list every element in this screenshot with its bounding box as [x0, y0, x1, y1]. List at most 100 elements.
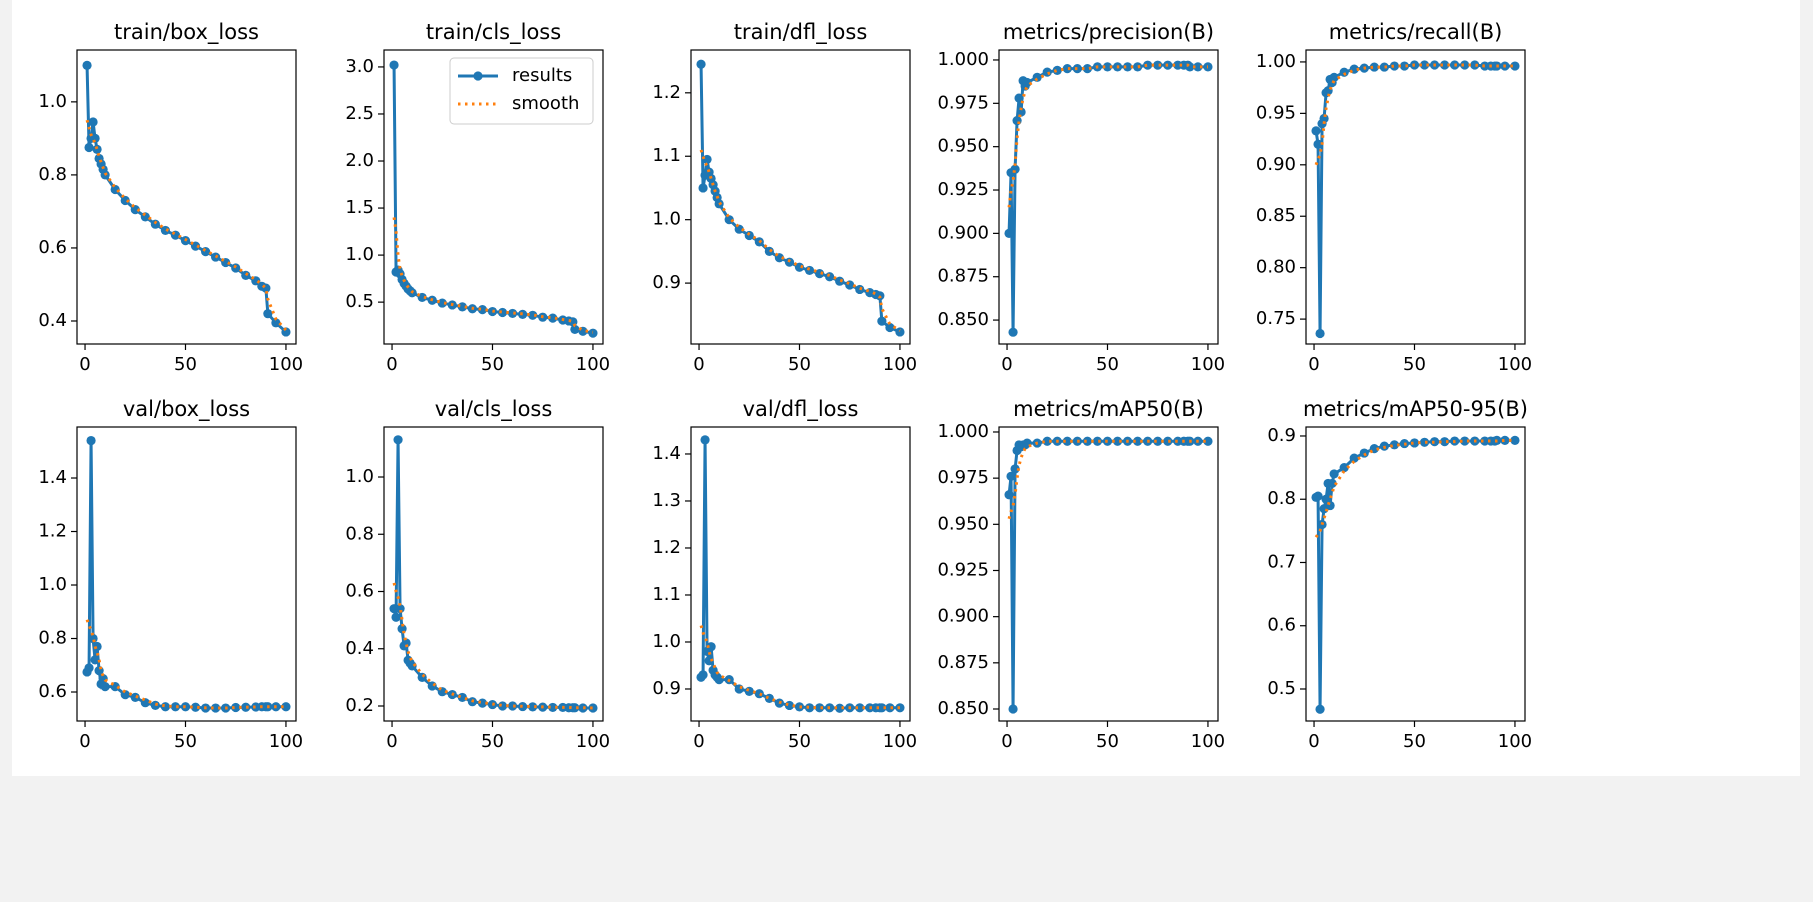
- x-tick-label: 50: [1403, 731, 1426, 752]
- point: [130, 692, 140, 702]
- point: [401, 638, 411, 648]
- axes-frame: [998, 426, 1219, 722]
- point: [82, 60, 92, 70]
- point: [1510, 61, 1520, 71]
- y-tick-label: 0.8: [345, 523, 374, 544]
- point: [120, 690, 130, 700]
- point: [231, 702, 241, 713]
- y-tick-label: 0.900: [937, 606, 989, 627]
- point: [281, 702, 291, 712]
- y-tick-label: 0.5: [345, 291, 374, 312]
- point: [1010, 464, 1020, 474]
- smooth-line: [1007, 63, 1208, 208]
- point: [1153, 436, 1163, 446]
- y-tick-label: 0.80: [1256, 257, 1296, 278]
- point: [1006, 471, 1016, 481]
- point: [1329, 469, 1339, 479]
- point: [497, 307, 508, 318]
- point: [548, 702, 558, 713]
- y-tick-label: 0.95: [1256, 102, 1296, 123]
- point: [877, 316, 887, 326]
- point: [570, 703, 580, 713]
- legend-label: results: [512, 65, 572, 86]
- point: [1327, 478, 1337, 489]
- canvas: [12, 0, 1800, 776]
- point: [1315, 328, 1325, 339]
- point: [427, 681, 437, 691]
- point: [744, 230, 754, 241]
- point: [241, 702, 251, 712]
- point: [1042, 436, 1052, 446]
- y-tick-label: 0.75: [1256, 308, 1296, 329]
- point: [1313, 491, 1323, 501]
- point: [814, 268, 825, 279]
- chart-title: metrics/recall(B): [1329, 20, 1503, 44]
- point: [885, 322, 895, 333]
- x-tick-label: 0: [386, 354, 397, 375]
- point: [696, 59, 706, 69]
- point: [395, 604, 405, 614]
- y-tick-label: 3.0: [345, 56, 374, 77]
- y-tick-label: 1.0: [345, 466, 374, 487]
- point: [1315, 704, 1325, 714]
- point: [170, 230, 181, 240]
- smooth-line: [699, 149, 901, 332]
- point: [211, 703, 221, 713]
- point: [389, 60, 399, 70]
- x-tick-label: 50: [788, 731, 811, 752]
- point: [855, 703, 865, 713]
- point: [1082, 436, 1093, 446]
- axes-frame: [76, 49, 297, 345]
- y-tick-label: 1.0: [652, 209, 681, 230]
- y-tick-label: 1.0: [38, 91, 67, 112]
- y-tick-label: 0.9: [652, 272, 681, 293]
- y-tick-label: 0.850: [937, 698, 989, 719]
- axes-frame: [1305, 426, 1526, 722]
- x-tick-label: 100: [576, 354, 610, 375]
- y-tick-label: 1.2: [652, 537, 681, 558]
- x-tick-label: 100: [1191, 731, 1225, 752]
- point: [1359, 448, 1369, 458]
- x-tick-label: 100: [1191, 354, 1225, 375]
- point: [1008, 704, 1018, 714]
- y-tick-label: 0.2: [345, 695, 374, 716]
- point: [702, 154, 712, 165]
- point: [1500, 435, 1510, 446]
- y-tick-label: 1.000: [937, 421, 989, 442]
- smooth-line: [392, 582, 593, 710]
- y-tick-label: 1.0: [38, 574, 67, 595]
- chart-title: train/cls_loss: [426, 20, 561, 45]
- point: [1470, 60, 1480, 70]
- point: [588, 703, 598, 713]
- point: [706, 642, 716, 652]
- point: [704, 656, 714, 666]
- point: [1339, 67, 1349, 77]
- axes-frame: [383, 49, 604, 345]
- y-tick-label: 0.950: [937, 513, 989, 534]
- point: [507, 701, 518, 711]
- chart-title: val/dfl_loss: [743, 397, 859, 422]
- point: [1122, 62, 1133, 72]
- point: [1012, 116, 1022, 126]
- y-tick-label: 0.85: [1256, 205, 1296, 226]
- point: [1102, 62, 1113, 72]
- x-tick-label: 0: [1308, 354, 1319, 375]
- point: [477, 305, 488, 315]
- point: [570, 324, 580, 335]
- chart-title: metrics/precision(B): [1003, 20, 1214, 44]
- chart-title: train/dfl_loss: [734, 20, 868, 45]
- point: [1389, 61, 1400, 71]
- point: [835, 703, 845, 713]
- x-tick-label: 0: [693, 354, 704, 375]
- point: [1016, 107, 1026, 117]
- point: [588, 328, 598, 338]
- point: [1004, 490, 1014, 500]
- y-tick-label: 1.00: [1256, 51, 1296, 72]
- x-tick-label: 100: [269, 354, 303, 375]
- x-tick-label: 50: [788, 354, 811, 375]
- point: [1203, 62, 1213, 72]
- x-tick-label: 50: [1096, 731, 1119, 752]
- point: [271, 318, 281, 328]
- axes-frame: [690, 426, 911, 722]
